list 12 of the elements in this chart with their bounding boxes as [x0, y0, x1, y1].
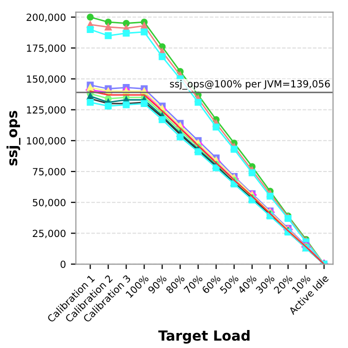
y-tick-label: 100,000: [27, 137, 66, 146]
y-tick-label: 150,000: [27, 75, 66, 84]
y-tick-label: 200,000: [26, 14, 66, 22]
y-tick-label: 175,000: [27, 44, 66, 53]
y-tick-label: 75,000: [32, 168, 66, 176]
y-tick-label: 125,000: [27, 106, 66, 115]
y-tick-label: 0: [60, 260, 66, 268]
y-tick-label: 50,000: [32, 198, 66, 208]
y-axis-title: ssj_ops: [6, 110, 20, 166]
x-axis-title: Target Load: [158, 330, 250, 344]
ref-line-label: ssj_ops@100% per JVM=139,056: [170, 80, 330, 90]
y-tick-label: 25,000: [32, 230, 66, 238]
